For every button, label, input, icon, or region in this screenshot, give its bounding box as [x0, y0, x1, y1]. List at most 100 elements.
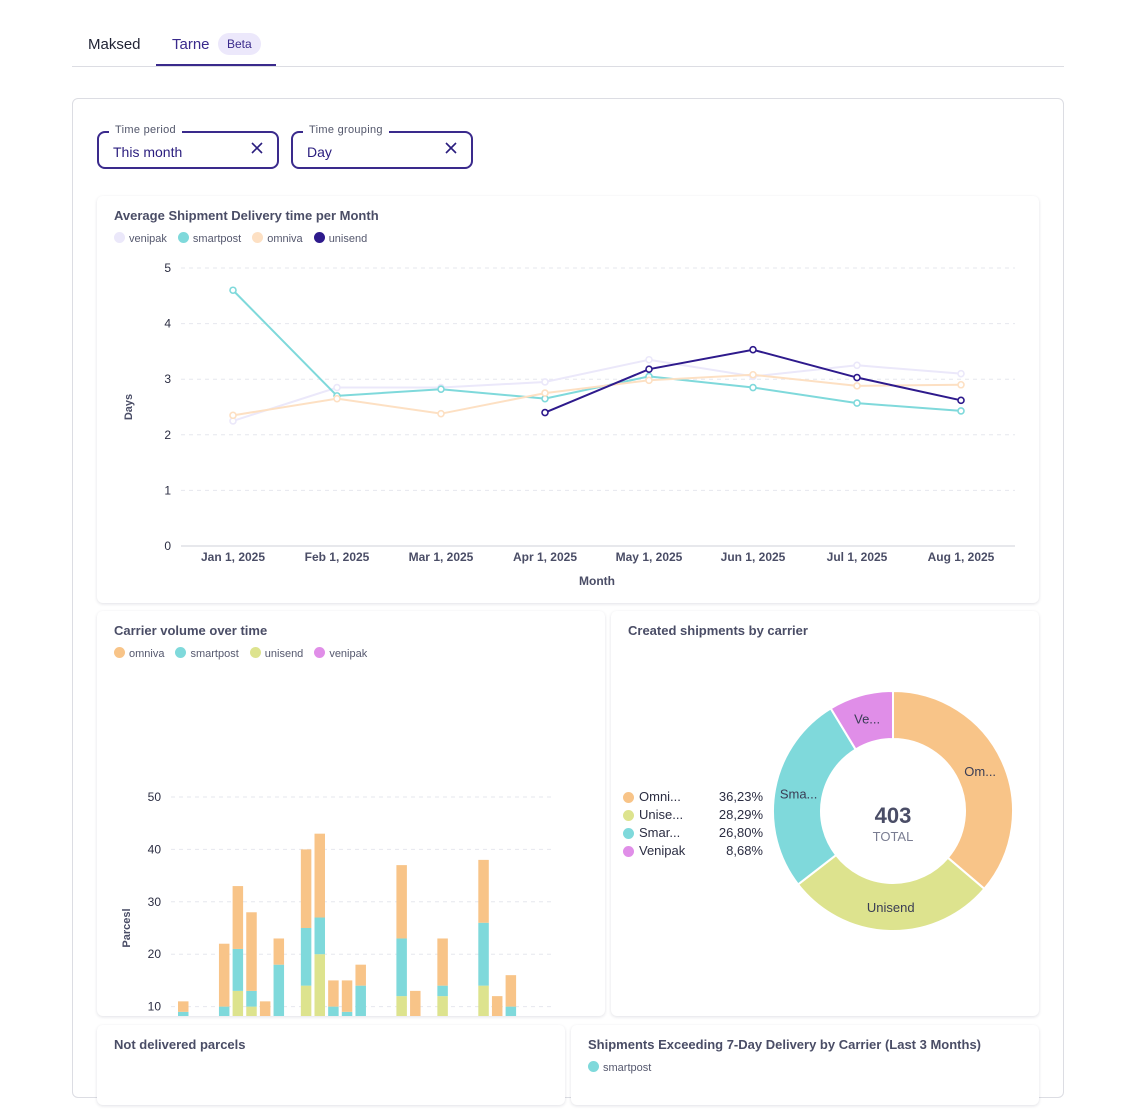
bar-segment-smartpost: [396, 938, 407, 997]
bar-segment-omniva: [218, 943, 230, 1007]
active-tab-indicator: [156, 64, 276, 66]
legend-dot: [175, 647, 187, 658]
legend-dot: [314, 647, 326, 658]
data-point-unisend: [541, 408, 549, 417]
bar-segment-omniva: [232, 886, 244, 949]
bar-segment-omniva: [396, 865, 407, 939]
y-tick-label: 50: [148, 790, 162, 804]
bar-segment-smartpost: [273, 964, 285, 1016]
exceeding-card: Shipments Exceeding 7-Day Delivery by Ca…: [571, 1025, 1039, 1105]
legend-dot: [313, 232, 325, 243]
bar-segment-smartpost: [232, 948, 244, 991]
bar-segment-omniva: [355, 964, 366, 986]
legend-item-omniva[interactable]: omniva: [252, 232, 303, 245]
y-tick-label: 3: [164, 372, 171, 386]
x-tick-label: May 1, 2025: [616, 550, 683, 564]
bar-segment-smartpost: [341, 1011, 353, 1016]
legend-dot: [623, 828, 634, 839]
legend-item-unisend[interactable]: unisend: [249, 647, 303, 660]
data-point-venipak: [541, 378, 549, 386]
legend-item-venipak[interactable]: venipak: [114, 232, 167, 245]
legend-dot: [249, 647, 261, 658]
legend-label: unisend: [328, 233, 368, 245]
bar-segment-smartpost: [505, 1006, 517, 1016]
legend-dot: [623, 792, 634, 803]
legend-item-unisend[interactable]: unisend: [313, 232, 368, 245]
data-point-omniva: [541, 389, 549, 397]
y-tick-label: 5: [164, 261, 171, 275]
legend-item-omniva[interactable]: Omni... 36,23%: [623, 789, 763, 807]
data-point-omniva: [437, 409, 445, 418]
data-point-smartpost: [229, 286, 237, 295]
legend-item-venipak[interactable]: venipak: [314, 647, 367, 660]
bar-segment-smartpost: [246, 990, 257, 1007]
y-tick-label: 40: [148, 842, 162, 856]
data-point-venipak: [645, 355, 653, 364]
avg-delivery-card: Average Shipment Delivery time per Month…: [97, 196, 1039, 603]
series-line-smartpost: [232, 289, 962, 412]
x-tick-label: Jul 1, 2025: [827, 550, 888, 564]
legend-percent: 36,23%: [718, 789, 763, 804]
tab-tarne[interactable]: Tarne: [172, 36, 210, 53]
clear-time-grouping-icon[interactable]: [443, 140, 459, 156]
time-period-label: Time period: [109, 124, 182, 136]
legend-label: Unise...: [639, 807, 684, 822]
y-tick-label: 1: [164, 483, 171, 497]
data-point-smartpost: [749, 383, 757, 392]
donut-slice-unisend: [796, 853, 986, 932]
not-delivered-card: Not delivered parcels: [97, 1025, 565, 1105]
y-tick-label: 4: [164, 317, 171, 331]
y-axis-title: Parcesl: [121, 908, 133, 947]
bar-segment-unisend: [300, 985, 312, 1016]
legend-item-smartpost[interactable]: smartpost: [175, 647, 239, 660]
tab-maksed[interactable]: Maksed: [88, 36, 141, 53]
legend-item-smartpost[interactable]: Smar... 26,80%: [623, 825, 763, 843]
series-line-unisend: [544, 348, 962, 414]
data-point-venipak: [333, 383, 341, 392]
legend-item-smartpost[interactable]: smartpost: [177, 232, 241, 245]
bar-segment-smartpost: [218, 1006, 230, 1016]
created-by-carrier-card: Created shipments by carrier Omni... 36,2…: [611, 611, 1039, 1016]
legend-item-smartpost[interactable]: smartpost: [588, 1061, 651, 1074]
legend-dot: [623, 810, 634, 821]
bar-segment-smartpost: [355, 985, 366, 1016]
beta-badge: Beta: [218, 33, 261, 55]
legend-label: Smar...: [639, 825, 681, 840]
data-point-omniva: [645, 376, 653, 385]
time-grouping-select[interactable]: Time grouping Day: [291, 124, 473, 169]
bar-segment-omniva: [314, 833, 325, 918]
legend-item-omniva[interactable]: omniva: [114, 647, 164, 660]
bar-segment-omniva: [437, 938, 448, 986]
bar-segment-omniva: [246, 912, 257, 991]
legend-dot: [252, 232, 264, 243]
clear-time-period-icon[interactable]: [249, 140, 265, 156]
y-axis-title: Days: [123, 394, 135, 420]
bar-segment-smartpost: [437, 985, 448, 997]
time-period-select[interactable]: Time period This month: [97, 124, 279, 169]
data-point-omniva: [957, 380, 965, 389]
time-grouping-label: Time grouping: [303, 124, 389, 136]
bar-segment-omniva: [478, 859, 489, 923]
legend-dot: [114, 647, 125, 658]
legend-dot: [623, 846, 634, 857]
series-line-venipak: [232, 358, 962, 422]
data-point-venipak: [957, 369, 965, 378]
bar-segment-omniva: [410, 990, 421, 1016]
legend-item-unisend[interactable]: Unise... 28,29%: [623, 807, 763, 825]
y-tick-label: 20: [148, 947, 162, 961]
legend-item-venipak[interactable]: Venipak 8,68%: [623, 843, 763, 861]
bar-segment-smartpost: [478, 922, 489, 986]
exceeding-title: Shipments Exceeding 7-Day Delivery by Ca…: [588, 1037, 982, 1052]
legend-label: venipak: [129, 233, 167, 245]
slice-label: Om...: [964, 764, 996, 779]
data-point-unisend: [645, 365, 653, 373]
data-point-venipak: [853, 361, 861, 370]
bar-segment-smartpost: [178, 1011, 189, 1016]
bar-segment-omniva: [491, 996, 503, 1016]
bar-segment-smartpost: [328, 1006, 339, 1016]
time-grouping-value: Day: [307, 144, 332, 160]
x-tick-label: Jan 1, 2025: [201, 550, 265, 564]
bar-segment-omniva: [341, 980, 353, 1012]
legend-percent: 8,68%: [726, 843, 763, 858]
